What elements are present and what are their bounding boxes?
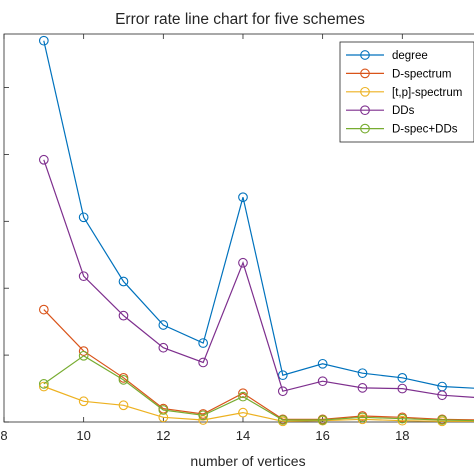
data-point [198, 410, 209, 421]
data-point [78, 271, 89, 282]
legend-marker [360, 50, 370, 60]
x-tick-label: 16 [315, 428, 329, 443]
series-0 [38, 35, 474, 392]
data-point [437, 390, 447, 401]
data-point [238, 192, 248, 203]
chart-title: Error rate line chart for five schemes [115, 11, 365, 28]
data-point [38, 154, 49, 165]
legend-item: degree [346, 50, 428, 62]
series-3 [38, 154, 474, 401]
y-axis [4, 87, 9, 423]
data-point [118, 276, 129, 287]
data-point [158, 405, 169, 415]
x-axis: 8 10 12 14 16 18 [0, 34, 410, 443]
series-line [43, 159, 474, 398]
data-point [317, 358, 328, 369]
legend-label: degree [392, 50, 428, 62]
data-point [38, 381, 49, 392]
data-point [277, 415, 288, 425]
x-tick-label: 18 [395, 428, 409, 443]
data-point [38, 379, 49, 389]
data-point [78, 396, 89, 407]
data-point [238, 388, 248, 399]
x-tick-label: 14 [236, 428, 250, 443]
legend-marker [360, 68, 370, 79]
data-point [238, 257, 248, 268]
data-point [397, 383, 408, 394]
legend: degree D-spectrum [t,p]-spectrum DDs D-spec+… [339, 41, 474, 143]
data-point [277, 370, 288, 381]
legend-item: D-spectrum [346, 68, 451, 80]
series-layer [38, 35, 474, 427]
x-axis-label: number of vertices [190, 453, 305, 469]
data-point [198, 357, 209, 368]
series-line [43, 40, 474, 389]
data-point [38, 304, 49, 315]
data-point [158, 342, 169, 353]
data-point [38, 35, 49, 46]
data-point [277, 386, 288, 397]
data-point [397, 372, 408, 383]
data-point [317, 376, 328, 387]
data-point [158, 320, 169, 330]
data-point [437, 415, 447, 425]
data-point [78, 350, 89, 361]
series-line [43, 385, 474, 422]
data-point [118, 310, 129, 321]
data-point [78, 212, 89, 223]
series-line [43, 355, 474, 422]
data-point [357, 368, 368, 379]
x-tick-label: 8 [0, 428, 7, 443]
series-line [43, 309, 474, 421]
legend-marker [360, 123, 370, 134]
data-point [317, 415, 328, 425]
data-point [357, 383, 368, 393]
legend-label: DDs [392, 105, 415, 117]
legend-item: D-spec+DDs [346, 124, 458, 136]
legend-item: DDs [346, 105, 415, 117]
legend-label: [t,p]-spectrum [392, 87, 462, 99]
series-4 [38, 350, 474, 425]
data-point [238, 391, 248, 402]
legend-marker [360, 105, 370, 116]
x-tick-label: 10 [76, 428, 90, 443]
data-point [397, 413, 408, 424]
data-point [118, 400, 129, 411]
data-point [238, 407, 248, 418]
data-point [357, 412, 368, 423]
legend-item: [t,p]-spectrum [346, 87, 462, 99]
legend-marker [360, 86, 370, 97]
data-point [118, 375, 129, 385]
legend-label: D-spec+DDs [392, 124, 458, 136]
legend-label: D-spectrum [392, 68, 451, 80]
data-point [158, 412, 169, 423]
x-tick-label: 12 [156, 428, 170, 443]
data-point [198, 338, 209, 348]
